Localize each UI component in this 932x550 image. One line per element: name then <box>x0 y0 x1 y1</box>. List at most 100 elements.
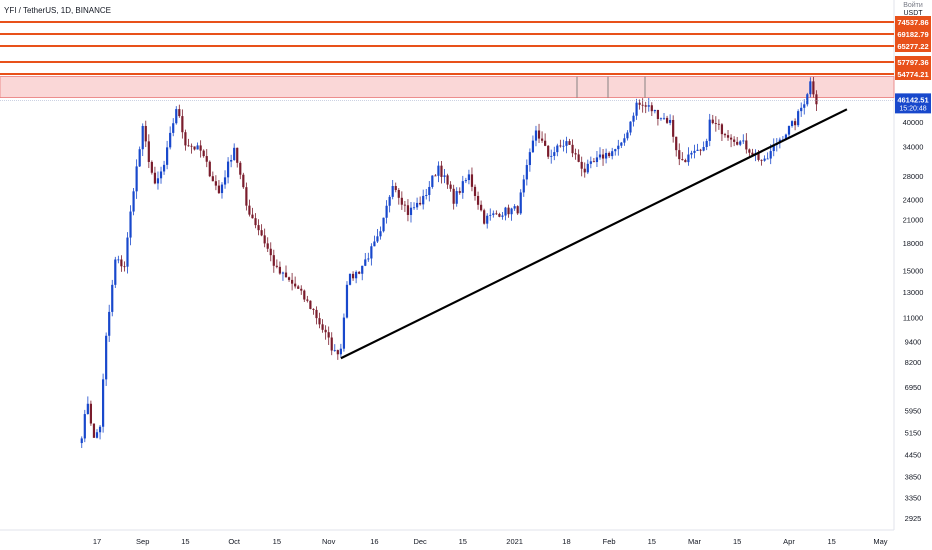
candle-body <box>745 140 748 150</box>
x-tick-label: 2021 <box>506 537 523 546</box>
candle-body <box>562 145 565 147</box>
candle-body <box>348 273 352 285</box>
candle-body <box>629 121 632 133</box>
candle-body <box>269 248 272 256</box>
candle-body <box>589 161 592 164</box>
candle-body <box>169 132 172 148</box>
candle-body <box>400 197 403 205</box>
candle-body <box>153 172 157 184</box>
candles <box>80 76 818 449</box>
candle-body <box>726 135 730 138</box>
candle-body <box>239 162 242 175</box>
candle-body <box>501 215 504 217</box>
y-tick-label: 21000 <box>903 216 924 225</box>
candle-body <box>470 174 474 187</box>
y-tick-label: 5150 <box>905 428 922 437</box>
candle-body <box>528 152 531 166</box>
chart-title: YFI / TetherUS, 1D, BINANCE <box>4 6 111 15</box>
candle-body <box>507 207 510 215</box>
x-tick-label: 17 <box>93 537 101 546</box>
candle-body <box>388 196 391 206</box>
candle-body <box>376 236 379 242</box>
candle-body <box>108 311 111 336</box>
candle-body <box>513 206 516 209</box>
candle-body <box>187 145 190 147</box>
candle-body <box>550 155 553 157</box>
candle-body <box>114 259 117 285</box>
candle-body <box>403 204 406 206</box>
candle-body <box>665 117 669 123</box>
candle-body <box>303 290 306 300</box>
candle-body <box>705 140 708 148</box>
candle-body <box>382 217 385 232</box>
resistance-label-bg <box>895 40 931 52</box>
candle-body <box>815 94 818 105</box>
candle-body <box>367 258 370 260</box>
x-tick-label: Oct <box>228 537 241 546</box>
candle-body <box>419 202 422 205</box>
candle-body <box>281 272 285 274</box>
candle-body <box>653 110 656 112</box>
candle-body <box>226 161 230 178</box>
candle-body <box>324 329 327 333</box>
candle-body <box>147 141 150 162</box>
candle-body <box>181 116 184 133</box>
candle-body <box>86 403 89 415</box>
candle-body <box>342 317 346 349</box>
candle-body <box>803 104 806 108</box>
candle-body <box>559 145 562 147</box>
candle-body <box>156 178 160 184</box>
candle-body <box>614 149 617 152</box>
candle-body <box>111 284 114 312</box>
candle-body <box>708 119 711 141</box>
candle-body <box>144 125 147 142</box>
candle-body <box>547 145 550 157</box>
candle-body <box>598 154 602 158</box>
candle-body <box>702 147 705 151</box>
y-tick-label: 3850 <box>905 472 922 481</box>
resistance-label: 65277.22 <box>897 42 928 51</box>
candle-body <box>440 165 443 177</box>
candle-body <box>117 259 120 261</box>
candle-body <box>98 426 102 433</box>
candle-body <box>172 123 175 133</box>
y-tick-label: 5950 <box>905 406 922 415</box>
candle-body <box>446 175 449 185</box>
x-tick-label: Nov <box>322 537 336 546</box>
candle-body <box>294 283 297 287</box>
candle-body <box>635 102 638 116</box>
candle-body <box>251 214 254 219</box>
candle-body <box>641 104 644 106</box>
candle-body <box>391 186 394 197</box>
candle-body <box>580 161 583 169</box>
candle-body <box>105 335 108 380</box>
x-tick-label: 16 <box>370 537 378 546</box>
candle-body <box>714 123 717 124</box>
y-tick-label: 9400 <box>905 337 922 346</box>
y-tick-label: 34000 <box>903 143 924 152</box>
candle-body <box>522 179 525 193</box>
candle-body <box>553 152 556 156</box>
price-axis <box>894 0 932 550</box>
candle-body <box>623 138 626 143</box>
candle-body <box>245 187 248 206</box>
candle-body <box>141 125 144 150</box>
candle-body <box>516 206 519 214</box>
candle-body <box>650 105 653 112</box>
candle-body <box>120 259 123 267</box>
x-tick-label: Sep <box>136 537 149 546</box>
x-tick-label: Dec <box>413 537 427 546</box>
candle-body <box>358 271 361 274</box>
candle-body <box>312 308 315 310</box>
y-tick-label: 24000 <box>903 195 924 204</box>
candle-body <box>327 332 330 338</box>
candle-body <box>415 202 419 208</box>
x-tick-label: 15 <box>733 537 741 546</box>
candle-body <box>355 271 358 279</box>
candle-body <box>480 204 483 211</box>
candle-body <box>287 277 291 280</box>
candle-body <box>425 195 428 196</box>
candle-body <box>534 130 538 141</box>
candle-body <box>717 123 720 125</box>
